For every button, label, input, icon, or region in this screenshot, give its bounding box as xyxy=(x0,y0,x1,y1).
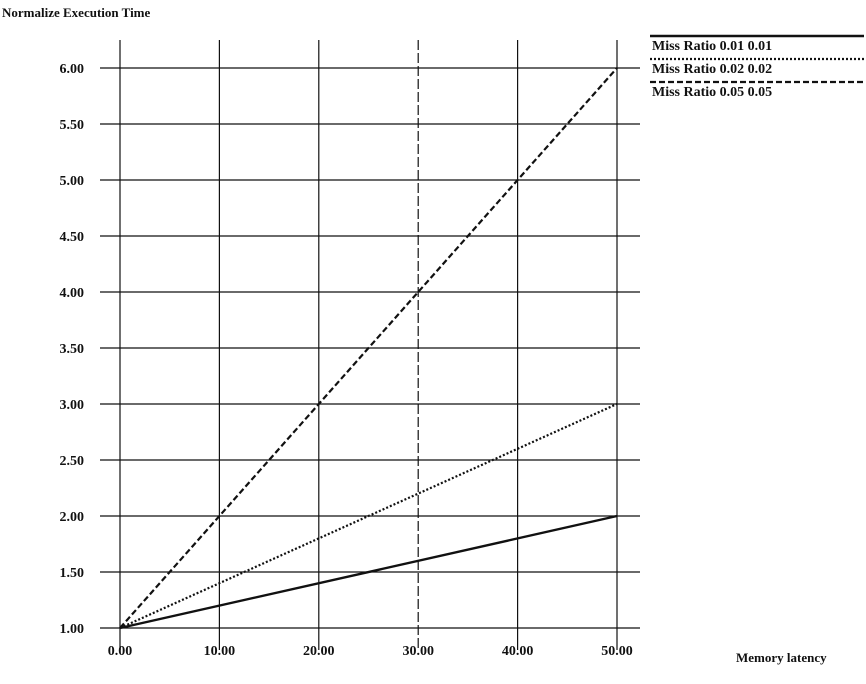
x-tick-label: 30.00 xyxy=(402,644,434,659)
legend-label-3: Miss Ratio 0.05 0.05 xyxy=(652,85,772,100)
y-tick-label: 4.00 xyxy=(60,286,85,301)
legend: Miss Ratio 0.01 0.01 Miss Ratio 0.02 0.02… xyxy=(650,34,864,100)
y-tick-label: 4.50 xyxy=(60,230,85,245)
y-tick-label: 2.00 xyxy=(60,510,85,525)
y-tick-label: 3.50 xyxy=(60,342,85,357)
tick-labels: 1.00 1.50 2.00 2.50 3.00 3.50 4.00 4.50 5.00 5.50… xyxy=(60,62,633,659)
y-tick-label: 5.50 xyxy=(60,118,85,133)
x-tick-label: 50.00 xyxy=(601,644,633,659)
y-tick-label: 5.00 xyxy=(60,174,85,189)
legend-label-1: Miss Ratio 0.01 0.01 xyxy=(652,39,772,54)
series-layer xyxy=(119,67,618,630)
y-tick-label: 1.00 xyxy=(60,622,85,637)
legend-label-2: Miss Ratio 0.02 0.02 xyxy=(652,62,772,77)
grid xyxy=(100,40,640,650)
series-line-3 xyxy=(119,67,618,629)
x-tick-label: 20.00 xyxy=(303,644,335,659)
y-tick-label: 2.50 xyxy=(60,454,85,469)
y-axis-label: Normalize Execution Time xyxy=(2,5,151,20)
y-tick-label: 6.00 xyxy=(60,62,85,77)
y-tick-label: 1.50 xyxy=(60,566,85,581)
x-tick-label: 10.00 xyxy=(204,644,236,659)
series-line-2 xyxy=(119,402,618,630)
series-line-1 xyxy=(119,514,618,630)
x-tick-label: 40.00 xyxy=(502,644,534,659)
x-axis-label: Memory latency xyxy=(736,650,827,665)
y-tick-label: 3.00 xyxy=(60,398,85,413)
x-tick-label: 0.00 xyxy=(108,644,133,659)
